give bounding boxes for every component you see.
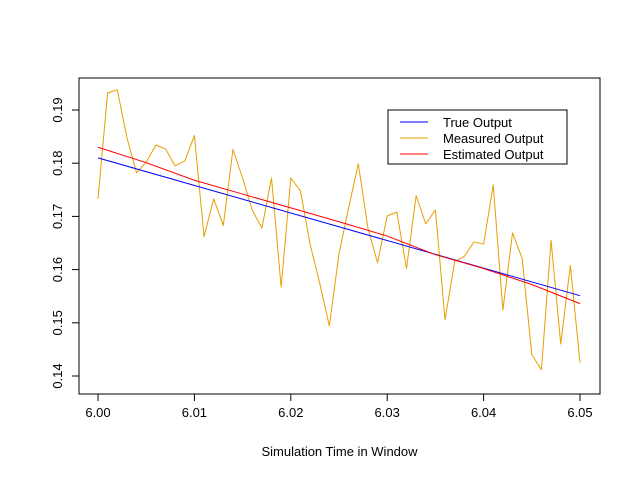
x-tick-label: 6.01 [182, 405, 207, 420]
x-axis: 6.00 6.01 6.02 6.03 6.04 6.05 [85, 393, 593, 420]
y-tick-label: 0.15 [50, 310, 65, 335]
y-tick-label: 0.16 [50, 257, 65, 282]
legend-label-measured-output: Measured Output [443, 131, 544, 146]
x-tick-label: 6.00 [85, 405, 110, 420]
x-tick-label: 6.05 [567, 405, 592, 420]
x-axis-label: Simulation Time in Window [261, 444, 418, 459]
x-tick-label: 6.02 [278, 405, 303, 420]
plot-lines [97, 89, 581, 371]
series-line-measured-output [97, 89, 581, 371]
series-line-true-output [97, 157, 581, 297]
y-tick-label: 0.18 [50, 151, 65, 176]
legend-label-estimated-output: Estimated Output [443, 147, 544, 162]
y-tick-label: 0.17 [50, 204, 65, 229]
y-tick-label: 0.14 [50, 363, 65, 388]
series-line-estimated-output [97, 146, 581, 305]
x-tick-label: 6.03 [375, 405, 400, 420]
x-tick-label: 6.04 [471, 405, 496, 420]
legend-label-true-output: True Output [443, 115, 512, 130]
y-tick-label: 0.19 [50, 97, 65, 122]
y-axis: 0.14 0.15 0.16 0.17 0.18 0.19 [50, 97, 80, 389]
legend-box [387, 109, 568, 165]
